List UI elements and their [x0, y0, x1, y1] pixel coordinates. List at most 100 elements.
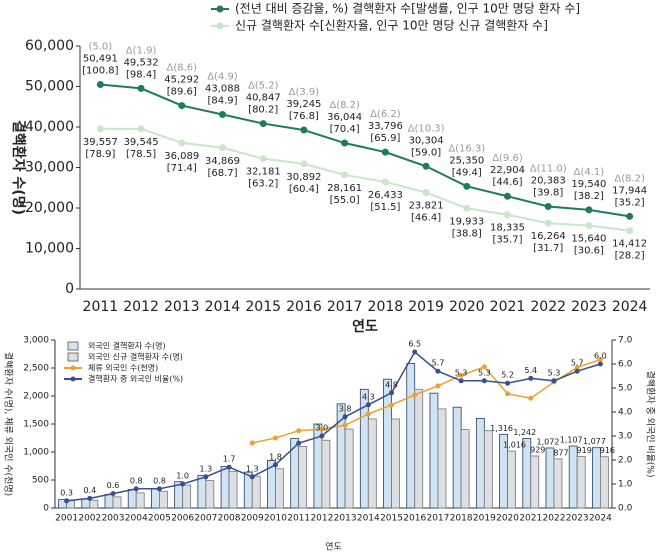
value-labels: 39,557 [83, 137, 118, 148]
point [249, 474, 255, 480]
change-labels: Δ(11.0) [530, 163, 567, 174]
x-tick-label: 2016 [286, 299, 322, 315]
y-tick-label: 2,000 [23, 392, 49, 402]
value-labels: 18,335 [490, 223, 525, 234]
y-tick-label: 40,000 [25, 119, 74, 135]
x-axis-title: 연도 [352, 319, 378, 335]
bar [205, 480, 215, 509]
series-line [252, 358, 601, 444]
point [528, 395, 534, 401]
bar [367, 418, 377, 509]
y-tick-label: 50,000 [25, 79, 74, 95]
y2-axis-title: 결핵환자 중 외국인 비율(%) [645, 371, 657, 478]
value-labels: 22,904 [490, 165, 525, 176]
point [341, 139, 349, 147]
bar [599, 456, 609, 509]
point-value-label: 0.6 [107, 481, 120, 490]
value-labels: 32,181 [246, 167, 281, 178]
bar [321, 439, 331, 509]
x-tick-label: 2016 [403, 514, 426, 524]
rate-labels: [46.4] [411, 213, 441, 224]
bar [475, 417, 485, 509]
x-tick-label: 2012 [310, 514, 333, 524]
bar-value-label: 1,077 [583, 437, 606, 446]
point-value-label: 0.4 [83, 486, 96, 495]
point [272, 462, 278, 468]
x-tick-label: 2013 [334, 514, 357, 524]
point [505, 391, 511, 397]
value-labels: 34,869 [205, 156, 240, 167]
point [626, 227, 634, 235]
bar [104, 494, 114, 509]
point [481, 364, 487, 370]
point [505, 380, 511, 386]
value-labels: 26,433 [368, 190, 403, 201]
y-tick-label: 500 [32, 476, 49, 486]
x-tick-label: 2004 [125, 514, 148, 524]
point-value-label: 5.3 [478, 368, 491, 377]
point-value-label: 6.0 [594, 352, 607, 361]
rate-labels: [84.9] [207, 95, 237, 106]
point [342, 414, 348, 420]
x-tick-label: 2021 [519, 514, 542, 524]
x-tick-label: 2018 [368, 299, 404, 315]
change-labels: Δ(10.3) [408, 123, 445, 134]
bar [197, 475, 207, 509]
point [342, 422, 348, 428]
point [504, 211, 511, 219]
legend-label: 외국인 신규 결핵환자 수(명) [88, 352, 183, 362]
bar [406, 363, 416, 509]
point-value-label: 5.3 [548, 368, 561, 377]
bar [112, 496, 122, 509]
value-labels: 45,292 [164, 75, 199, 86]
bar [591, 447, 601, 509]
change-labels: Δ(8.2) [614, 173, 645, 184]
point [300, 160, 308, 168]
value-labels: 50,491 [83, 54, 118, 65]
x-tick-label: 2019 [408, 299, 444, 315]
x-tick-label: 2003 [102, 514, 125, 524]
y2-tick-label: 1.0 [618, 480, 633, 490]
change-labels: Δ(3.9) [289, 87, 320, 98]
x-tick-label: 2015 [380, 514, 403, 524]
value-labels: 14,412 [612, 239, 647, 250]
bar [127, 489, 137, 509]
change-labels: Δ(16.3) [448, 143, 485, 154]
point [626, 212, 634, 220]
value-labels: 19,540 [571, 179, 606, 190]
bar [159, 490, 168, 509]
point [178, 102, 186, 110]
legend-swatch [67, 341, 79, 351]
x-tick-label: 2024 [612, 299, 648, 315]
y-axis-title: 결핵환자 수(명) [10, 120, 27, 215]
rate-labels: [71.4] [167, 163, 197, 174]
x-axis-title: 연도 [325, 542, 342, 553]
point-value-label: 1.3 [199, 464, 212, 473]
bar-value-label: 929 [530, 445, 545, 454]
rate-labels: [55.0] [330, 195, 360, 206]
rate-labels: [63.2] [248, 179, 278, 190]
point [597, 357, 603, 363]
value-labels: 16,264 [531, 231, 566, 242]
bar-value-label: 916 [600, 446, 615, 455]
legend-label: 체류 외국인 수(천명) [88, 363, 158, 373]
value-labels: 19,933 [449, 216, 484, 227]
change-labels: Δ(1.9) [126, 45, 157, 56]
rate-labels: [89.6] [167, 87, 197, 98]
legend-label: (전년 대비 증감율, %) 결핵환자 수[발생률, 인구 10만 명당 환자 … [235, 2, 580, 16]
x-tick-label: 2022 [543, 514, 566, 524]
point [389, 390, 395, 396]
bar [414, 388, 424, 509]
point [259, 155, 267, 163]
bar [429, 392, 439, 509]
bar [437, 408, 447, 509]
legend-marker [70, 365, 76, 371]
y-tick-label: 2,500 [23, 364, 49, 374]
legend-marker [216, 22, 224, 30]
bar [251, 475, 261, 509]
point [219, 110, 226, 118]
point [463, 204, 471, 212]
value-labels: 36,044 [327, 112, 362, 123]
point-value-label: 1.7 [223, 455, 236, 464]
point [87, 495, 93, 501]
